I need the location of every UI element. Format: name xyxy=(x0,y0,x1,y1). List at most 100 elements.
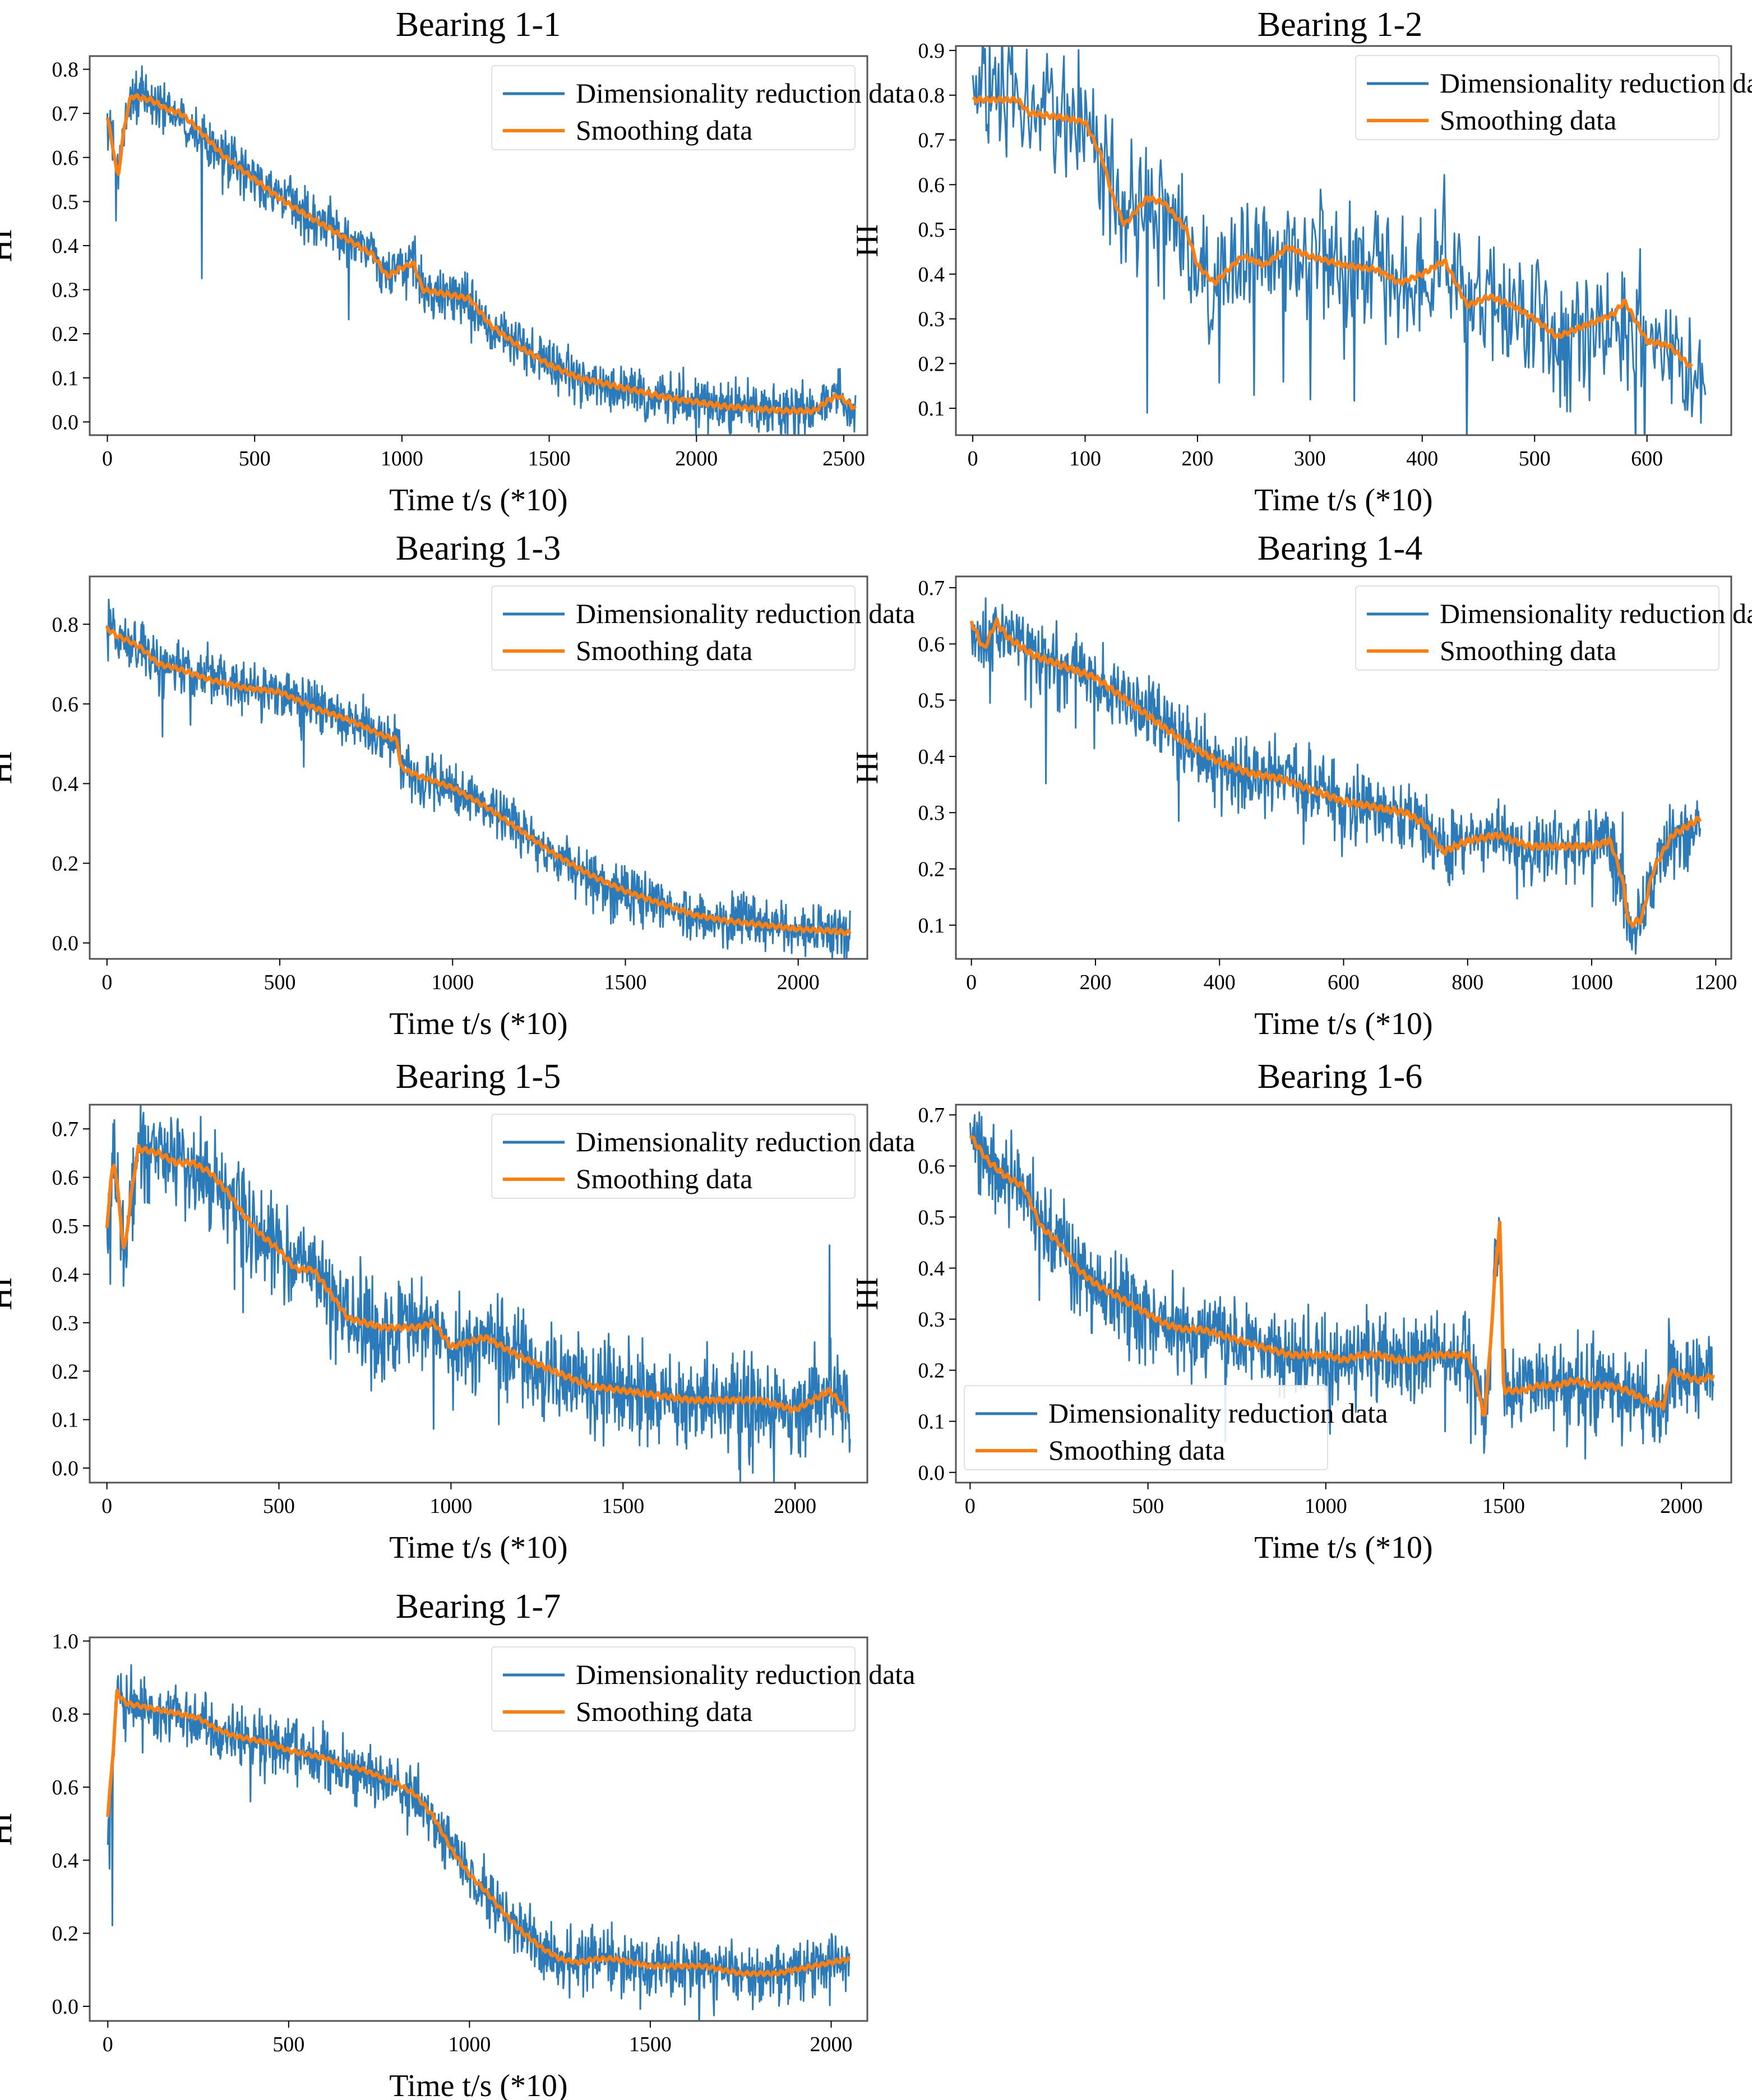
x-tick-label: 1000 xyxy=(381,447,423,470)
plot-frame xyxy=(89,575,868,960)
x-tick-label: 800 xyxy=(1451,971,1483,994)
y-tick-label: 0.4 xyxy=(52,234,79,258)
chart-panel-4: Bearing 1-4 0 200 400 600 800 1000 1200 0.1 0.2 0.… xyxy=(850,529,1752,1041)
y-tick-label: 0.6 xyxy=(918,1155,945,1178)
x-axis-label: Time t/s (*10) xyxy=(389,1530,567,1565)
x-tick-label: 500 xyxy=(1519,447,1551,470)
legend-label: Dimensionality reduction data xyxy=(1440,67,1752,99)
y-tick-label: 0.5 xyxy=(918,218,945,242)
series-line-smoothing xyxy=(105,625,852,936)
legend-box xyxy=(1355,585,1719,671)
x-tick-label: 300 xyxy=(1294,447,1326,470)
y-tick-label: 0.6 xyxy=(52,1776,79,1799)
series-line-smoothing xyxy=(106,1688,851,1978)
x-tick-label: 0 xyxy=(966,971,977,994)
x-tick-label: 2000 xyxy=(777,971,820,994)
x-tick-label: 1200 xyxy=(1694,971,1737,994)
y-tick-label: 0.8 xyxy=(52,613,79,636)
series-line-smoothing xyxy=(969,1135,1716,1417)
x-tick-label: 0 xyxy=(103,2033,113,2056)
x-tick-label: 1000 xyxy=(1305,1494,1347,1518)
x-tick-label: 2000 xyxy=(1660,1494,1703,1518)
x-tick-label: 100 xyxy=(1069,447,1101,470)
legend-box xyxy=(491,1646,856,1732)
chart-panel-2: Bearing 1-2 0 100 200 300 400 500 600 0.1 0.2 0.3 0… xyxy=(850,6,1752,518)
chart-title: Bearing 1-1 xyxy=(396,6,561,44)
y-axis-label: HI xyxy=(0,1277,19,1310)
y-tick-label: 0.8 xyxy=(52,1703,79,1727)
x-tick-label: 1000 xyxy=(431,971,474,994)
series-line-dimensionality-reduction xyxy=(972,46,1707,435)
y-tick-label: 0.9 xyxy=(918,39,945,63)
legend-label: Smoothing data xyxy=(576,114,752,146)
x-tick-label: 0 xyxy=(101,971,112,994)
y-tick-label: 0.3 xyxy=(918,1308,945,1332)
y-tick-label: 0.4 xyxy=(918,1257,945,1280)
legend-box xyxy=(964,1385,1328,1470)
legend: Dimensionality reduction data Smoothing d… xyxy=(491,1646,915,1732)
x-tick-label: 500 xyxy=(263,1494,295,1518)
y-axis-label: HI xyxy=(0,229,19,262)
x-axis-label: Time t/s (*10) xyxy=(389,1007,567,1041)
y-tick-label: 0.7 xyxy=(918,1104,945,1127)
x-axis-label: Time t/s (*10) xyxy=(389,483,567,518)
y-tick-label: 0.3 xyxy=(52,279,79,302)
chart-panel-7: Bearing 1-7 0 500 1000 1500 2000 0.0 0.2 0.4 0.6 0… xyxy=(0,1587,915,2100)
series-line-smoothing xyxy=(972,95,1693,368)
plot-frame xyxy=(955,1104,1732,1484)
legend-box xyxy=(491,65,856,150)
x-tick-label: 2000 xyxy=(675,447,718,470)
y-tick-label: 0.3 xyxy=(918,801,945,825)
y-tick-label: 0.4 xyxy=(918,745,945,769)
legend: Dimensionality reduction data Smoothing d… xyxy=(491,65,915,150)
legend-label: Smoothing data xyxy=(576,1696,752,1727)
legend-box xyxy=(491,585,856,671)
y-tick-label: 0.2 xyxy=(52,1922,79,1946)
y-tick-label: 0.5 xyxy=(52,190,79,214)
y-tick-label: 0.1 xyxy=(918,1410,945,1434)
chart-panel-1: Bearing 1-1 0 500 1000 1500 2000 2500 0.0 0.1 0.2… xyxy=(0,6,915,518)
series-line-dimensionality-reduction xyxy=(970,597,1702,955)
chart-title: Bearing 1-3 xyxy=(396,529,561,567)
x-tick-label: 0 xyxy=(968,447,978,470)
legend-label: Dimensionality reduction data xyxy=(576,1659,915,1690)
legend: Dimensionality reduction data Smoothing d… xyxy=(1355,585,1752,671)
legend-label: Dimensionality reduction data xyxy=(576,598,915,629)
chart-title: Bearing 1-5 xyxy=(396,1058,561,1096)
x-tick-label: 0 xyxy=(102,447,113,470)
y-tick-label: 0.5 xyxy=(52,1215,79,1238)
y-tick-label: 0.1 xyxy=(918,397,945,421)
y-tick-label: 0.7 xyxy=(52,1118,79,1141)
y-tick-label: 0.2 xyxy=(52,1360,79,1383)
x-axis-label: Time t/s (*10) xyxy=(1254,483,1432,518)
x-tick-label: 1000 xyxy=(448,2033,491,2056)
series-line-smoothing xyxy=(105,1143,848,1414)
y-tick-label: 0.5 xyxy=(918,1206,945,1229)
plot-frame xyxy=(955,45,1732,436)
x-tick-label: 1500 xyxy=(629,2033,672,2056)
x-tick-label: 1000 xyxy=(429,1494,472,1518)
x-tick-label: 200 xyxy=(1079,971,1111,994)
series-line-smoothing xyxy=(969,617,1702,929)
x-tick-label: 1500 xyxy=(604,971,646,994)
x-tick-label: 1500 xyxy=(528,447,571,470)
x-tick-label: 1500 xyxy=(1482,1494,1525,1518)
legend: Dimensionality reduction data Smoothing d… xyxy=(964,1385,1388,1470)
chart-panel-3: Bearing 1-3 0 500 1000 1500 2000 0.0 0.2 0.4 0.6 0… xyxy=(0,529,915,1041)
y-tick-label: 1.0 xyxy=(52,1630,79,1654)
x-tick-label: 2000 xyxy=(810,2033,852,2056)
plot-frame xyxy=(89,1104,868,1484)
y-tick-label: 0.0 xyxy=(52,410,79,434)
y-tick-label: 0.6 xyxy=(918,173,945,197)
x-tick-label: 600 xyxy=(1631,447,1663,470)
y-tick-label: 0.1 xyxy=(918,914,945,938)
legend-label: Smoothing data xyxy=(1440,104,1616,136)
y-tick-label: 0.8 xyxy=(918,84,945,108)
y-tick-label: 0.7 xyxy=(918,129,945,153)
legend-label: Dimensionality reduction data xyxy=(576,1126,915,1157)
x-tick-label: 1500 xyxy=(602,1494,644,1518)
legend: Dimensionality reduction data Smoothing d… xyxy=(491,585,915,671)
y-tick-label: 0.4 xyxy=(52,772,79,796)
y-tick-label: 0.1 xyxy=(52,367,79,390)
chart-panel-6: Bearing 1-6 0 500 1000 1500 2000 0.0 0.1 0.2 0.3 0… xyxy=(850,1058,1732,1565)
